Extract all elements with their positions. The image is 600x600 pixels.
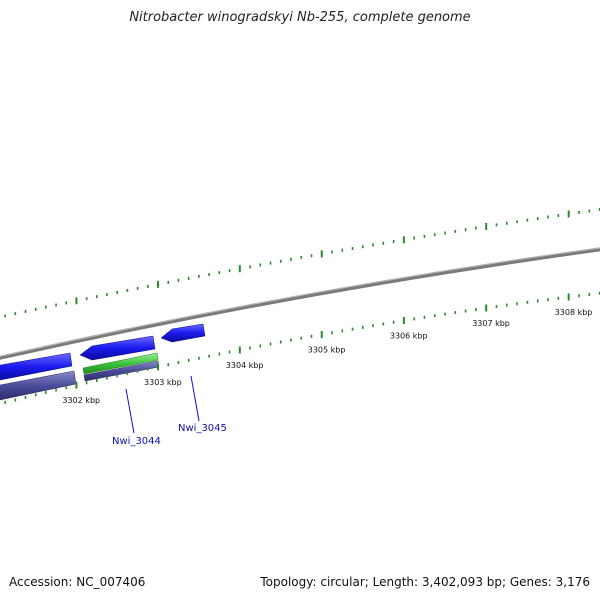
- forward-genes: [0, 323, 206, 381]
- genome-backbone: [0, 247, 600, 360]
- gene-label-nwi-3045[interactable]: Nwi_3045: [178, 423, 227, 434]
- scale-tick-label: 3304 kbp: [226, 361, 264, 370]
- accession-label: Accession: NC_007406: [9, 575, 146, 589]
- rna-feature[interactable]: [82, 352, 159, 375]
- scale-tick-label: 3306 kbp: [390, 332, 428, 341]
- gene-label-nwi-3044[interactable]: Nwi_3044: [112, 436, 161, 447]
- callout-line-nwi-3045: [190, 375, 200, 422]
- map-title: Nitrobacter winogradskyi Nb-255, complet…: [129, 10, 471, 25]
- scale-tick-label: 3305 kbp: [308, 346, 346, 355]
- gene-callouts: Nwi_3044 Nwi_3045: [112, 375, 227, 447]
- scale-tick-label: 3308 kbp: [555, 308, 593, 317]
- gene-feature[interactable]: [160, 323, 206, 343]
- gene-feature[interactable]: [79, 335, 156, 361]
- genome-summary: Topology: circular; Length: 3,402,093 bp…: [260, 575, 590, 589]
- scale-tick-label: 3302 kbp: [62, 396, 100, 405]
- gene-feature[interactable]: [0, 352, 73, 381]
- scale-tick-label: 3303 kbp: [144, 378, 182, 387]
- callout-line-nwi-3044: [125, 388, 135, 434]
- scale-labels: 3302 kbp 3303 kbp 3304 kbp 3305 kbp 3306 kbp…: [62, 308, 592, 405]
- scale-tick-label: 3307 kbp: [472, 319, 510, 328]
- inner-tick-track: [4, 291, 600, 404]
